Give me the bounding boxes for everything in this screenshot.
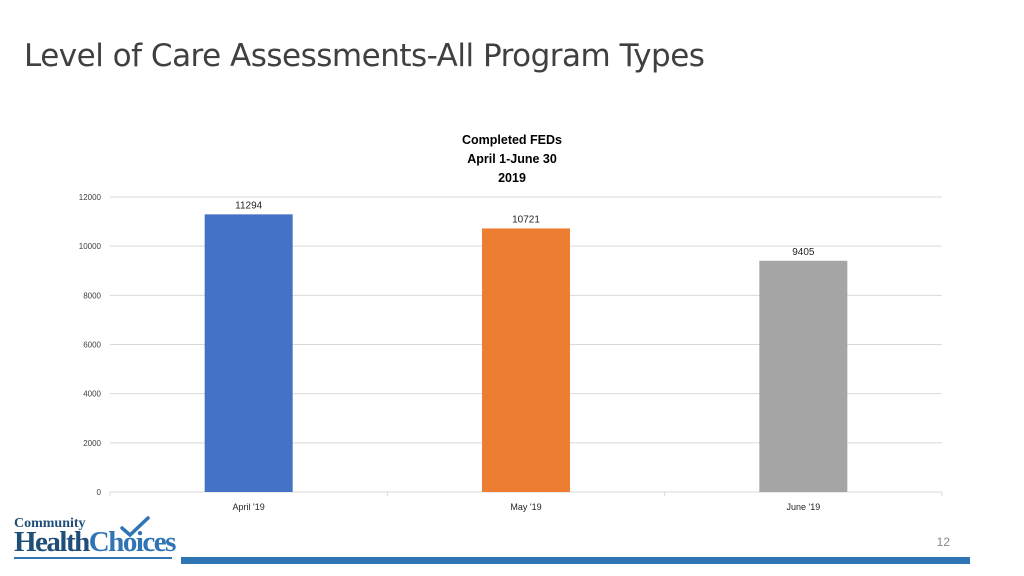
footer-bar bbox=[181, 557, 970, 564]
y-tick-label: 12000 bbox=[79, 193, 102, 202]
chart-title-line-3: 2019 bbox=[498, 171, 526, 185]
x-tick-label: May '19 bbox=[510, 502, 541, 512]
chart-title-line-2: April 1-June 30 bbox=[467, 152, 557, 166]
logo-health-text: Health bbox=[14, 526, 90, 558]
y-tick-label: 2000 bbox=[83, 439, 101, 448]
bar bbox=[759, 260, 848, 492]
data-label: 10721 bbox=[512, 214, 540, 225]
y-tick-label: 6000 bbox=[83, 341, 101, 350]
y-tick-label: 4000 bbox=[83, 390, 101, 399]
slide-title: Level of Care Assessments-All Program Ty… bbox=[24, 38, 705, 74]
y-tick-label: 10000 bbox=[79, 242, 102, 251]
chart-title: Completed FEDs April 1-June 30 2019 bbox=[412, 131, 612, 188]
y-tick-label: 8000 bbox=[83, 291, 101, 300]
bar bbox=[482, 228, 570, 492]
data-label: 11294 bbox=[235, 200, 263, 211]
logo-community-text: Community bbox=[14, 516, 86, 531]
x-tick-label: June '19 bbox=[786, 502, 820, 512]
page-number: 12 bbox=[936, 535, 950, 549]
logo-health-choices-text: HealthChoices bbox=[14, 526, 176, 559]
chart-title-line-1: Completed FEDs bbox=[461, 133, 562, 147]
logo-underline bbox=[14, 557, 172, 559]
y-tick-label: 0 bbox=[97, 488, 102, 497]
checkmark-icon bbox=[120, 516, 150, 538]
community-health-choices-logo: Community HealthChoices bbox=[14, 516, 176, 560]
x-tick-label: April '19 bbox=[233, 502, 265, 512]
data-label: 9405 bbox=[792, 247, 815, 258]
bar bbox=[204, 214, 293, 492]
